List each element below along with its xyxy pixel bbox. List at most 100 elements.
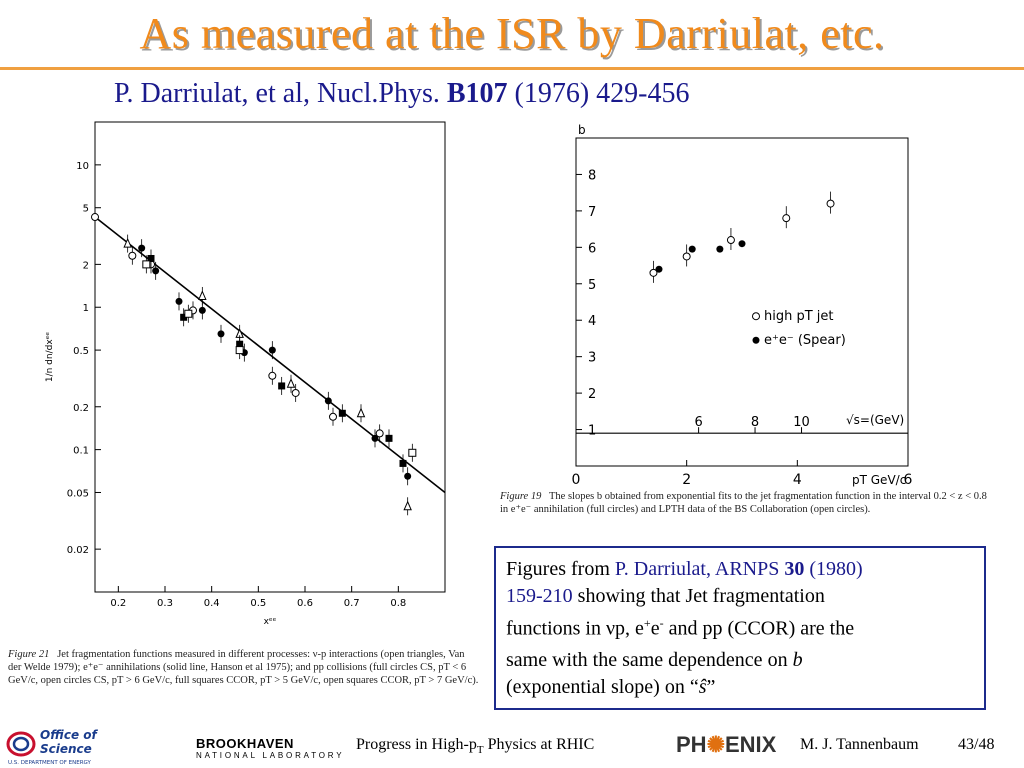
info-line5-b: ”: [706, 675, 716, 698]
fig21-xlabel: xᵉᵉ: [264, 617, 277, 627]
info-line3-sup1: +: [643, 616, 651, 630]
fig19-xlabel: pT GeV/c: [852, 473, 906, 487]
fig21-point: [338, 409, 346, 417]
fig19-xtick-label: 0: [572, 472, 581, 488]
fig19-point: [649, 268, 658, 277]
slide-title: As measured at the ISR by Darriulat, etc…: [139, 9, 885, 58]
fig19-caption: Figure 19 The slopes b obtained from exp…: [500, 490, 990, 516]
info-line-2: 159-210 showing that Jet fragmentation: [506, 583, 974, 610]
citation-suffix: (1976) 429-456: [507, 78, 690, 109]
fig19-legend-label: e⁺e⁻ (Spear): [764, 333, 846, 348]
fig21-caption-text: Jet fragmentation functions measured in …: [8, 649, 479, 686]
info-ref-year: (1980): [804, 558, 863, 580]
fig21-point: [180, 313, 188, 321]
fig21-point: [198, 290, 207, 300]
title-rule: [0, 67, 1024, 70]
info-line5-a: (exponential slope) on “: [506, 675, 699, 698]
office-line3: U.S. DEPARTMENT OF ENERGY: [8, 760, 92, 766]
info-ref-pages: 159-210: [506, 585, 573, 607]
fig21-xtick-label: 0.7: [344, 598, 360, 609]
fig21-ytick-label: 0.5: [73, 346, 89, 357]
fig21-point: [152, 267, 160, 275]
fig21-point: [198, 306, 206, 314]
fig21-caption: Figure 21 Jet fragmentation functions me…: [8, 648, 480, 687]
fig19-point: [782, 214, 791, 223]
fig21-point: [291, 388, 300, 397]
fig21-point: [385, 434, 393, 442]
fig21-point: [184, 309, 193, 318]
office-line2: Science: [40, 742, 92, 756]
fig19-legend-marker: [752, 336, 760, 344]
fig21-point: [123, 237, 132, 248]
info-line-1: Figures from P. Darriulat, ARNPS 30 (198…: [506, 556, 974, 583]
fig19-xtick-label: 6: [904, 472, 913, 488]
fig21-xtick-label: 0.3: [157, 598, 173, 609]
fig21-point: [268, 371, 277, 380]
fig21-point: [408, 448, 417, 457]
fig21-ytick-label: 10: [76, 161, 89, 172]
fig19-ytick-label: 4: [588, 314, 596, 329]
phenix-b: ENIX: [725, 732, 777, 757]
fig21-point: [404, 472, 412, 480]
phenix-a: PH: [676, 732, 707, 757]
fig19-point: [716, 245, 724, 253]
fig21-point: [147, 254, 155, 262]
info-line4-text: same with the same dependence on: [506, 648, 793, 671]
info-ref-volume: 30: [784, 558, 805, 580]
fig19-ylabel: b: [578, 123, 586, 137]
info-line4-var: b: [792, 648, 803, 671]
fig19-sqrts-tick-label: 8: [751, 415, 759, 430]
bnl-logo: BROOKHAVEN NATIONAL LABORATORY: [196, 736, 344, 760]
footer-progress: Progress in High-pT Physics at RHIC: [356, 736, 594, 756]
info-line3-e: and pp (CCOR) are the: [663, 617, 855, 640]
fig21-xtick-label: 0.2: [110, 598, 126, 609]
fig21-ytick-label: 0.1: [73, 446, 89, 457]
fig19-ytick-label: 1: [588, 424, 596, 439]
fig19-legend-label: high pT jet: [764, 309, 834, 324]
citation-prefix: P. Darriulat, et al, Nucl.Phys.: [114, 78, 447, 109]
fig21-point: [403, 500, 412, 511]
fig21-point: [217, 330, 225, 338]
footer-author: M. J. Tannenbaum: [800, 736, 919, 753]
fig21-xtick-label: 0.5: [250, 598, 266, 609]
fig21-point: [142, 260, 151, 269]
office-of-science-logo: Office of Science U.S. DEPARTMENT OF ENE…: [6, 728, 99, 766]
phenix-star-icon: ✺: [706, 732, 725, 757]
phenix-logo: PH✺ENIX: [676, 732, 776, 758]
fig21-ylabel: 1/n dn/dxᵉᵉ: [45, 332, 55, 383]
fig21-chart: 0.2 0.3 0.4 0.5 0.6 0.7 0.8 0.02 0.05 0.1 0.2 0.5 1 2…: [45, 121, 446, 627]
fig21-point: [278, 382, 286, 390]
fig19-point: [738, 240, 746, 248]
progress-sub: T: [476, 744, 484, 757]
info-ref-text: P. Darriulat, ARNPS: [614, 558, 785, 580]
fig21-caption-label: Figure 21: [8, 649, 50, 660]
fig21-xtick-label: 0.8: [390, 598, 406, 609]
fig21-point: [128, 251, 137, 260]
citation-volume: B107: [446, 78, 508, 109]
fig21-point: [235, 346, 244, 355]
info-ref: P. Darriulat, ARNPS 30 (1980): [615, 558, 863, 580]
progress-b: Physics at RHIC: [483, 736, 595, 753]
fig21-point: [375, 429, 384, 438]
fig21-point: [371, 434, 379, 442]
fig21-ytick-label: 0.2: [73, 403, 89, 414]
fig19-ytick-label: 5: [588, 278, 596, 293]
fig21-ytick-label: 2: [83, 260, 89, 271]
fig19-caption-text: The slopes b obtained from exponential f…: [500, 491, 987, 515]
fig21-point: [138, 244, 146, 252]
fig19-xtick-label: 4: [793, 472, 802, 488]
fig19-ytick-label: 8: [588, 168, 596, 183]
fig19-point: [682, 252, 691, 261]
bnl-small: NATIONAL LABORATORY: [196, 751, 345, 760]
fig21-ytick-label: 1: [83, 303, 89, 314]
info-line-4: same with the same dependence on b: [506, 647, 974, 674]
fig19-xtick-label: 2: [682, 472, 691, 488]
info-line3-c: e: [650, 617, 660, 640]
fig19-caption-label: Figure 19: [500, 491, 542, 502]
progress-a: Progress in High-p: [356, 736, 477, 753]
office-line1: Office of: [40, 728, 99, 742]
fig21-point: [268, 346, 276, 354]
fig19-ytick-label: 2: [588, 387, 596, 402]
fig21-frame: [94, 121, 446, 593]
